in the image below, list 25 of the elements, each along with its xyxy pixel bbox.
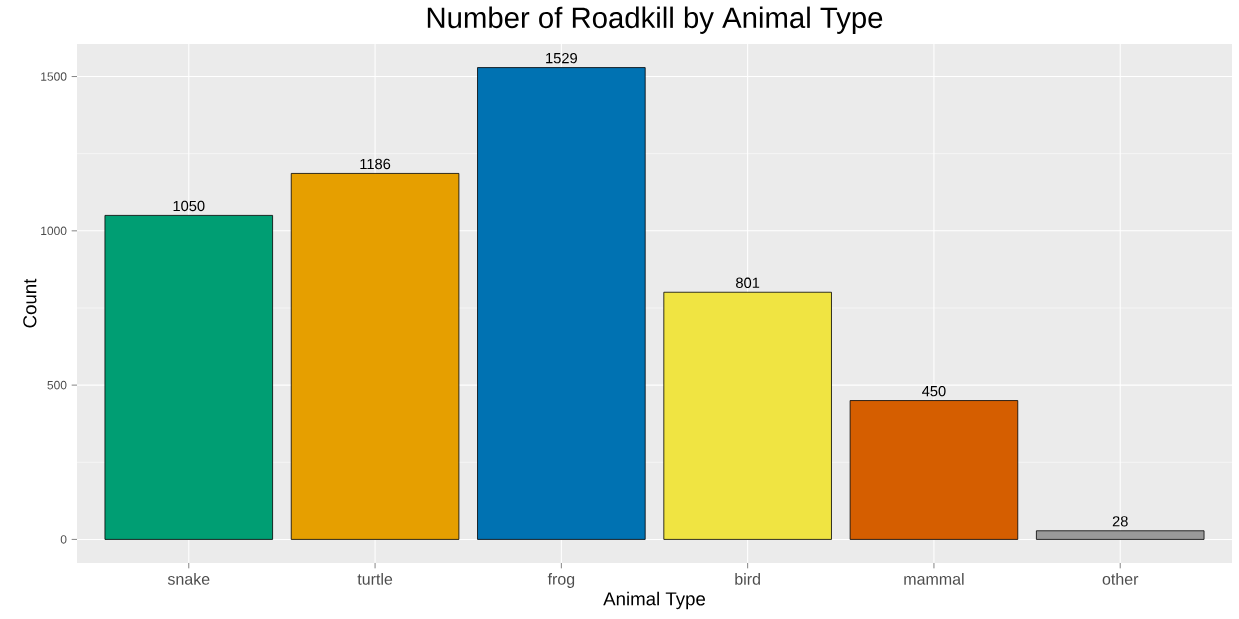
bar — [477, 67, 646, 540]
x-tick-label: turtle — [357, 573, 393, 585]
x-tick-label: snake — [167, 573, 210, 585]
y-tick-label: 500 — [47, 380, 67, 390]
bar — [290, 173, 460, 540]
y-tick-label: 0 — [60, 535, 67, 544]
data-label: 1186 — [360, 158, 391, 170]
x-tick-label: frog — [547, 573, 575, 588]
data-label: 1529 — [546, 52, 577, 64]
bar — [663, 291, 832, 540]
x-axis-title: Animal Type — [603, 591, 706, 610]
data-label: 1050 — [173, 200, 205, 212]
data-label: 801 — [736, 277, 760, 288]
x-tick-label: mammal — [904, 573, 964, 585]
bar — [104, 215, 274, 540]
bar — [849, 400, 1019, 540]
y-tick-label: 1000 — [41, 226, 67, 236]
x-tick-label: bird — [735, 573, 760, 585]
data-label: 28 — [1112, 516, 1128, 527]
y-tick-label: 1500 — [41, 72, 67, 81]
bar — [1036, 530, 1205, 540]
chart-title: Number of Roadkill by Animal Type — [427, 6, 883, 34]
y-axis-title: Count — [23, 278, 37, 328]
data-label: 450 — [922, 385, 946, 397]
x-tick-label: other — [1102, 573, 1139, 585]
